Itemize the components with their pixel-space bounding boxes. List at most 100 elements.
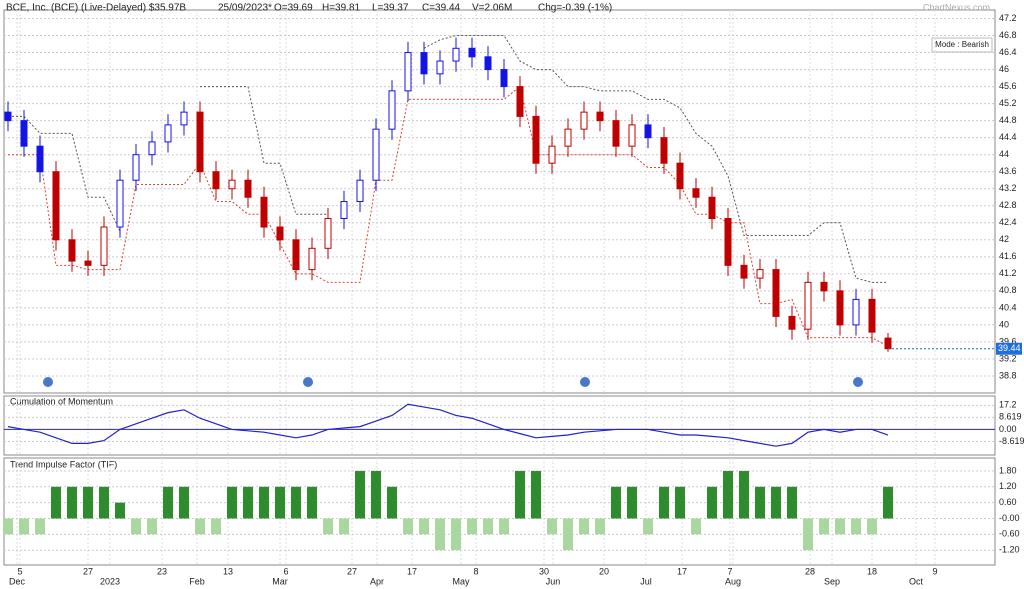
tif-bar [771, 486, 781, 519]
y-tick-label: 41.6 [999, 251, 1017, 261]
candle-body [644, 124, 652, 139]
candle-body [276, 226, 284, 241]
tif-bar [739, 470, 749, 519]
candle-body [868, 298, 876, 333]
tif-bar [595, 518, 605, 535]
momentum-line [7, 403, 889, 447]
tif-bar [51, 486, 61, 519]
tif-bar [179, 486, 189, 519]
y-tick-label: 1.80 [999, 465, 1017, 475]
header-text: BCE, Inc. (BCE) (Live-Delayed) $35.97B [6, 3, 186, 14]
tif-bar [819, 518, 829, 535]
x-tick-label: Oct [909, 576, 924, 586]
tif-bar [339, 518, 349, 535]
candle-body [452, 47, 460, 62]
candle-body [356, 179, 364, 203]
x-tick-label: Sep [824, 576, 840, 586]
tif-bar [147, 518, 157, 535]
x-tick-label: 30 [539, 566, 549, 576]
header-text: Chg=-0.39 (-1%) [538, 3, 612, 14]
y-tick-label: 46 [999, 64, 1009, 74]
mode-label: Mode : Bearish [935, 40, 989, 49]
candle-body [500, 69, 508, 88]
candle-body [52, 171, 60, 241]
candle-body [804, 281, 812, 330]
tif-bar [451, 518, 461, 551]
candle-body [244, 179, 252, 198]
header-text: V=2.06M [472, 3, 512, 14]
tif-bar [387, 486, 397, 519]
candle-body [4, 111, 12, 122]
tif-bar [707, 486, 717, 519]
tif-bar [323, 518, 333, 535]
candle-body [68, 239, 76, 262]
tif-bar [547, 518, 557, 535]
candle-body [420, 52, 428, 75]
dividend-icons [43, 377, 863, 387]
x-tick-label: Jul [640, 576, 652, 586]
tif-bar [291, 486, 301, 519]
tif-bar [435, 518, 445, 551]
tif-bar [131, 518, 141, 535]
tif-bar [243, 486, 253, 519]
tif-bar [611, 486, 621, 519]
tif-bar [691, 518, 701, 535]
tif-bar [755, 486, 765, 519]
candle-body [84, 260, 92, 266]
y-tick-label: 43.2 [999, 183, 1017, 193]
candle-body [484, 56, 492, 71]
candle-body [516, 86, 524, 117]
tif-bar [163, 486, 173, 519]
candle-body [532, 115, 540, 164]
tif-bar [531, 470, 541, 519]
x-tick-label: 28 [805, 566, 815, 576]
tif-bar [67, 486, 77, 519]
header-text: C=39.44 [422, 3, 461, 14]
candle-body [436, 60, 444, 75]
tif-title: Trend Impulse Factor (TIF) [10, 459, 117, 469]
x-tick-label: Apr [370, 576, 384, 586]
tif-bar [563, 518, 573, 551]
candle-body [260, 196, 268, 228]
candle-body [212, 171, 220, 190]
candle-body [580, 111, 588, 130]
x-tick-label: 8 [473, 566, 478, 576]
candle-body [884, 337, 892, 350]
y-tick-label: 40.8 [999, 285, 1017, 295]
x-tick-label: Aug [725, 576, 741, 586]
tif-bar [467, 518, 477, 535]
tif-bar [355, 470, 365, 519]
candle-body [788, 315, 796, 330]
y-tick-label: 45.6 [999, 81, 1017, 91]
x-tick-label: 27 [347, 566, 357, 576]
x-tick-label: 17 [677, 566, 687, 576]
candle-body [596, 111, 604, 122]
candle-body [180, 111, 188, 126]
candle-body [116, 179, 124, 228]
candle-body [340, 201, 348, 220]
tif-bar [115, 502, 125, 519]
upper-stop-line [423, 35, 888, 283]
y-tick-label: -1.20 [999, 545, 1020, 555]
y-tick-label: 44.8 [999, 115, 1017, 125]
tif-bar [499, 518, 509, 535]
candle-body [468, 47, 476, 58]
lower-stop-line [8, 85, 889, 347]
candle-body [852, 298, 860, 326]
y-tick-label: 0.00 [999, 424, 1017, 434]
candle-body [292, 239, 300, 271]
last-price-label: 39.44 [998, 343, 1021, 353]
x-tick-label: 5 [17, 566, 22, 576]
y-tick-label: 44 [999, 149, 1009, 159]
x-tick-label: 23 [157, 566, 167, 576]
x-tick-label: 7 [727, 566, 732, 576]
y-tick-label: 8.619 [999, 412, 1022, 422]
tif-bar [35, 518, 45, 535]
y-tick-label: 40 [999, 319, 1009, 329]
x-tick-label: 9 [932, 566, 937, 576]
y-tick-label: 46.8 [999, 30, 1017, 40]
momentum-panel [3, 395, 996, 456]
candle-body [404, 52, 412, 92]
candle-body [20, 120, 28, 147]
x-tick-label: Mar [272, 576, 288, 586]
